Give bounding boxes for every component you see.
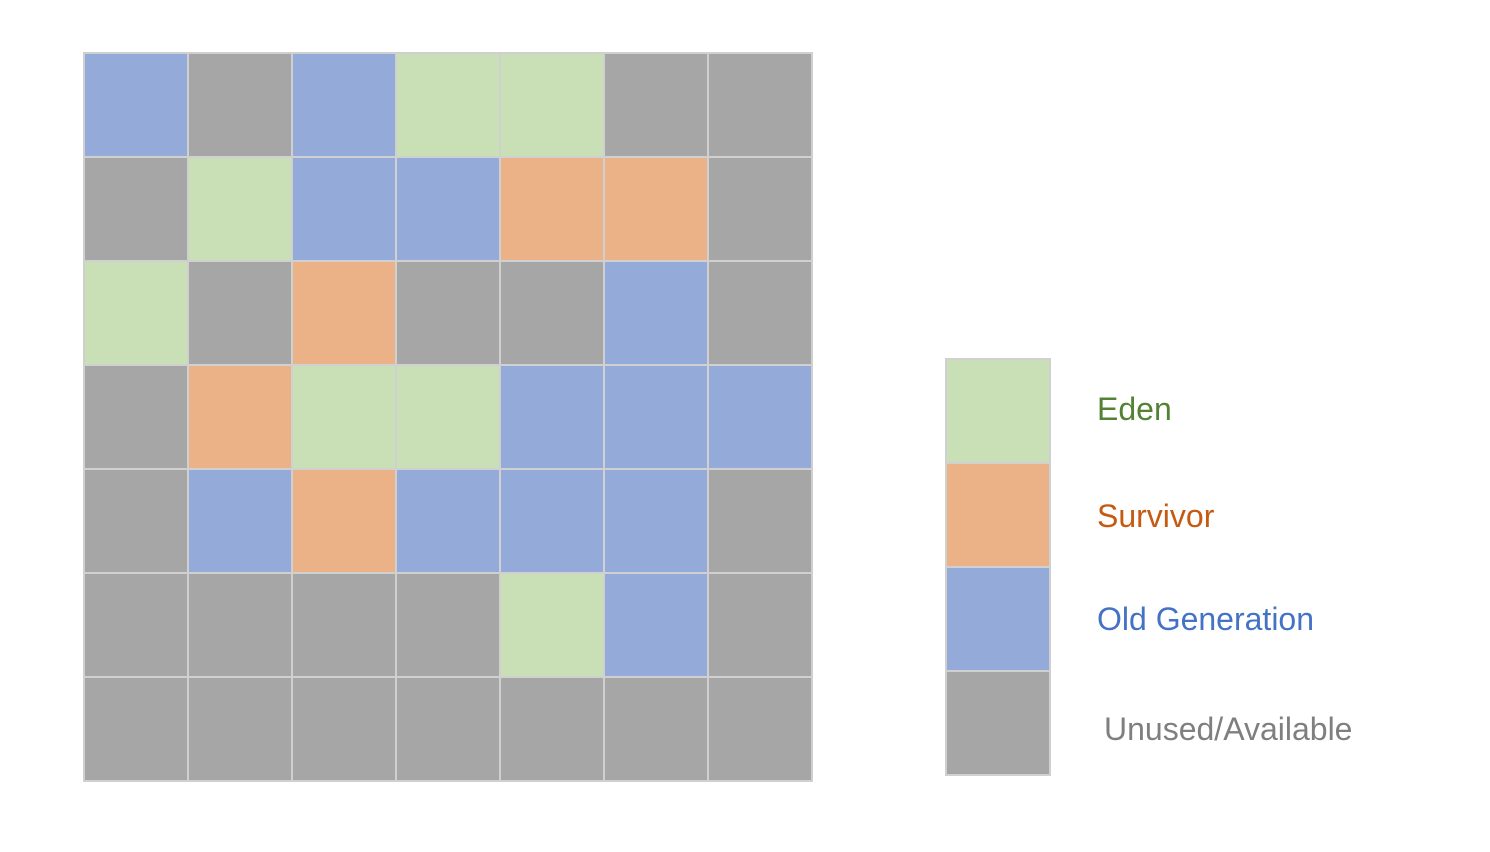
heap-region-eden [397,54,499,156]
heap-region-unused [189,54,291,156]
heap-region-old [501,366,603,468]
heap-region-unused [501,678,603,780]
heap-region-unused [709,678,811,780]
legend-swatch-old-generation [947,568,1049,670]
heap-region-unused [85,678,187,780]
heap-region-unused [709,54,811,156]
heap-region-old [605,574,707,676]
heap-region-survivor [293,262,395,364]
heap-region-unused [605,678,707,780]
heap-region-unused [85,366,187,468]
heap-region-unused [293,678,395,780]
heap-region-old [709,366,811,468]
heap-region-unused [397,574,499,676]
heap-region-unused [189,574,291,676]
heap-region-unused [709,574,811,676]
legend-swatch-unused [947,672,1049,774]
heap-region-unused [501,262,603,364]
heap-region-eden [501,574,603,676]
heap-region-old [397,158,499,260]
heap-region-old [189,470,291,572]
heap-region-unused [605,54,707,156]
heap-region-grid [83,52,813,782]
heap-region-eden [501,54,603,156]
heap-region-unused [85,470,187,572]
heap-region-eden [189,158,291,260]
heap-region-eden [397,366,499,468]
heap-region-survivor [605,158,707,260]
heap-region-unused [709,262,811,364]
heap-region-eden [293,366,395,468]
heap-region-unused [397,262,499,364]
heap-region-unused [189,678,291,780]
heap-region-old [85,54,187,156]
heap-region-unused [709,470,811,572]
heap-region-old [605,366,707,468]
legend-swatch-eden [947,360,1049,462]
heap-region-old [605,470,707,572]
heap-region-unused [709,158,811,260]
heap-region-old [293,54,395,156]
heap-region-unused [397,678,499,780]
legend-swatch-survivor [947,464,1049,566]
legend-label-eden: Eden [1097,391,1172,427]
legend-label-unused: Unused/Available [1104,711,1353,747]
heap-region-old [605,262,707,364]
heap-region-old [293,158,395,260]
legend-label-old-generation: Old Generation [1097,601,1315,637]
heap-region-unused [85,574,187,676]
heap-region-old [397,470,499,572]
legend-label-survivor: Survivor [1097,498,1215,534]
heap-region-unused [85,158,187,260]
legend-swatches [945,358,1051,776]
heap-region-old [501,470,603,572]
heap-region-survivor [189,366,291,468]
heap-region-eden [85,262,187,364]
heap-region-survivor [293,470,395,572]
heap-region-unused [189,262,291,364]
heap-region-survivor [501,158,603,260]
heap-region-unused [293,574,395,676]
